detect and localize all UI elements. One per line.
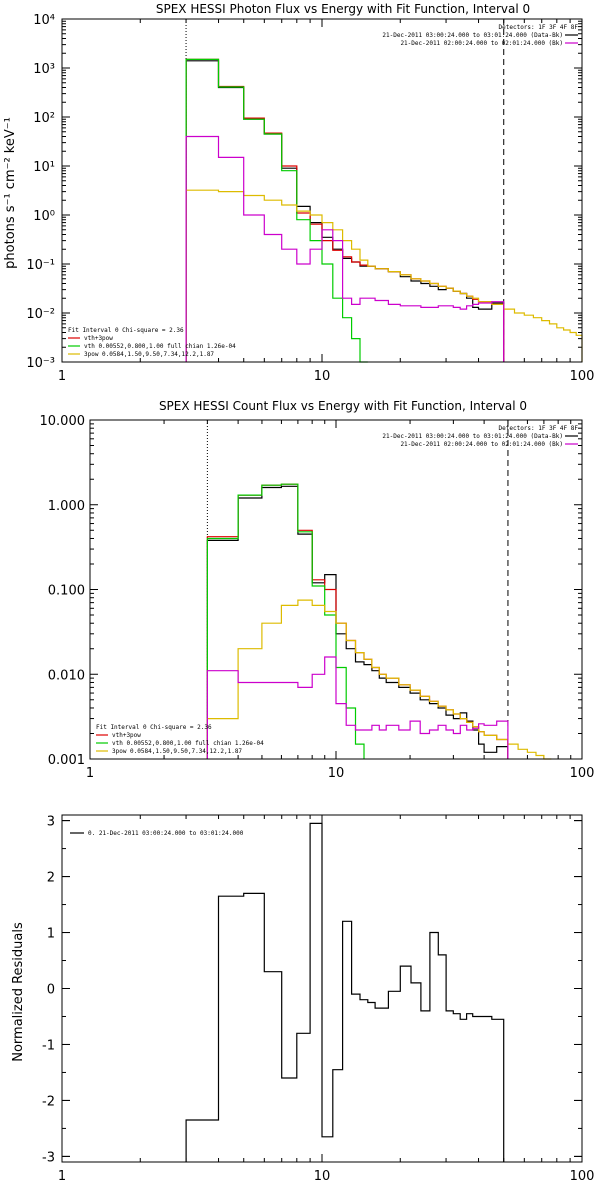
y-tick-label: 0.001 [48,753,85,768]
series-data-bk [206,485,509,759]
legend-entry-vth-3pow: vth+3pow [112,732,141,739]
y-tick-label: -1 [42,1038,55,1053]
y-tick-label: 1 [47,927,55,942]
y-tick-label: -2 [42,1094,55,1109]
series-group [185,822,505,1162]
legend-entry-vth: vth 0.00552,0.800,1.00 full chian 1.26e-… [84,343,236,350]
series-bk [185,135,505,362]
x-tick-label: 10 [314,369,331,384]
detectors-label: Detectors: 1F 3F 4F 8F [499,24,579,31]
y-tick-label: 2 [47,871,55,886]
y-tick-label: 10.000 [40,414,86,429]
legend-entry-vth: vth 0.00552,0.800,1.00 full chian 1.26e-… [112,740,264,747]
y-tick-label: 10⁻² [26,307,55,322]
legend-header: Fit Interval 0 Chi-square = 2.36 [96,724,212,731]
y-tick-label: 1.000 [48,499,85,514]
y-tick-label: 10⁻³ [26,356,55,371]
x-tick-label: 100 [570,1169,595,1184]
count-flux-panel: SPEX HESSI Count Flux vs Energy with Fit… [40,399,595,781]
axes-ticks: 1 10 100 10⁻³ 10⁻² 10⁻¹ 10⁰ 10¹ 10² 10³ 10⁴ [26,13,594,384]
y-tick-label: 10⁴ [33,13,55,28]
y-tick-label: 10³ [33,62,55,77]
legend: Fit Interval 0 Chi-square = 2.36 vth+3po… [96,724,264,755]
info-line-data: 21-Dec-2011 03:00:24.000 to 03:01:24.000… [382,433,563,440]
x-tick-label: 1 [58,369,66,384]
x-tick-label: 100 [570,766,595,781]
y-axis-label: photons s⁻¹ cm⁻² keV⁻¹ [3,117,18,269]
series-3pow [185,189,583,362]
legend-entry-3pow: 3pow 0.0584,1.50,9.50,7.34,12.2,1.87 [112,748,242,755]
legend-header: Fit Interval 0 Chi-square = 2.36 [68,327,184,334]
series-vth [206,483,365,759]
y-tick-label: 3 [47,815,55,830]
x-tick-label: 10 [314,1169,331,1184]
series-data-bk [185,60,505,362]
plot-frame [61,18,583,363]
y-tick-label: 0.010 [48,668,85,683]
legend-entry-3pow: 3pow 0.0584,1.50,9.50,7.34,12.2,1.87 [84,351,214,358]
vertical-markers [206,420,509,759]
info-box: Detectors: 1F 3F 4F 8F 21-Dec-2011 03:00… [382,24,578,47]
panel-title: SPEX HESSI Count Flux vs Energy with Fit… [159,399,527,413]
x-tick-label: 1 [58,1169,66,1184]
series-bk [206,656,509,759]
residuals-panel: Normalized Residuals 1 10 100 -3 -2 -1 0 1 2 3 0.… [11,814,594,1184]
series-vth-3pow [185,58,505,362]
series-vth-3pow [206,483,509,759]
y-tick-label: 10¹ [33,160,55,175]
x-tick-label: 1 [86,766,94,781]
y-tick-label: 10⁻¹ [26,258,55,273]
info-line-bk: 21-Dec-2011 02:00:24.000 to 02:01:24.000… [400,40,563,47]
x-tick-label: 10 [328,766,345,781]
info-line-data: 21-Dec-2011 03:00:24.000 to 03:01:24.000… [382,32,563,39]
vertical-markers [185,19,505,362]
series-group [185,58,583,363]
y-tick-label: 0.100 [48,584,85,599]
photon-flux-panel: SPEX HESSI Photon Flux vs Energy with Fi… [3,2,594,384]
series-residuals [185,822,505,1162]
y-tick-label: 10² [33,111,55,126]
series-3pow [206,599,552,760]
legend-entry-vth-3pow: vth+3pow [84,335,113,342]
y-axis-label: Normalized Residuals [11,922,26,1062]
series-group [206,483,552,760]
x-tick-label: 100 [570,369,595,384]
series-vth [185,58,368,363]
plot-frame [89,419,583,760]
info-box: Detectors: 1F 3F 4F 8F 21-Dec-2011 03:00… [382,425,578,448]
panel-title: SPEX HESSI Photon Flux vs Energy with Fi… [156,2,530,16]
plot-frame [61,814,583,1163]
legend: 0. 21-Dec-2011 03:00:24.000 to 03:01:24.… [70,830,244,837]
detectors-label: Detectors: 1F 3F 4F 8F [499,425,579,432]
y-tick-label: 0 [47,983,55,998]
legend: Fit Interval 0 Chi-square = 2.36 vth+3po… [68,327,236,358]
y-tick-label: 10⁰ [33,209,55,224]
legend-entry-residuals: 0. 21-Dec-2011 03:00:24.000 to 03:01:24.… [88,830,244,837]
y-tick-label: -3 [42,1150,55,1165]
info-line-bk: 21-Dec-2011 02:00:24.000 to 02:01:24.000… [400,441,563,448]
axes-ticks: 1 10 100 -3 -2 -1 0 1 2 3 [42,815,594,1184]
axes-ticks: 1 10 100 0.001 0.010 0.100 1.000 10.000 [40,414,595,781]
